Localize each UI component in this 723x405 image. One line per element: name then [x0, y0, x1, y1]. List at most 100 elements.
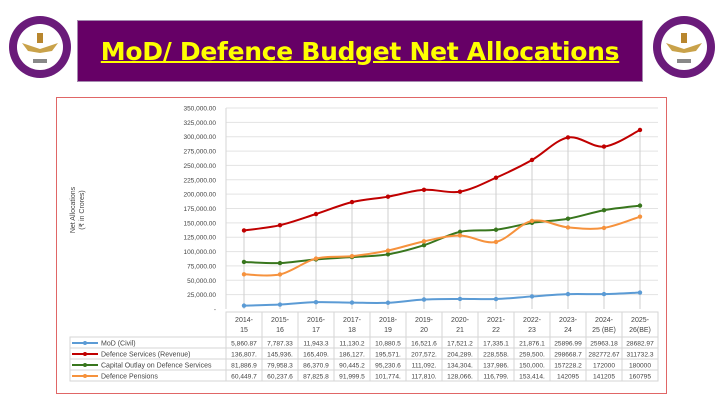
series-line-0	[243, 291, 641, 307]
table-cell: 282772.67	[588, 352, 620, 359]
data-point	[421, 297, 427, 302]
table-cell: 298668.7	[554, 352, 582, 359]
table-cell: 17,335.1	[483, 341, 509, 348]
table-cell: 311732.3	[626, 352, 653, 359]
data-point	[601, 225, 607, 231]
table-cell: 157228.2	[554, 363, 582, 370]
x-tick-label: 2014-	[235, 317, 254, 324]
data-point	[277, 272, 283, 277]
table-cell: 207,572.	[411, 352, 437, 359]
x-tick-label: 21	[456, 327, 464, 334]
data-point	[385, 248, 391, 253]
data-point	[349, 300, 355, 305]
legend-label: Defence Pensions	[101, 374, 158, 381]
x-tick-label: 2017-	[343, 317, 362, 324]
table-cell: 136,807.	[231, 352, 257, 359]
series-line-3	[243, 215, 641, 277]
x-tick-label: 20	[420, 327, 428, 334]
y-tick-label: 350,000.00	[183, 106, 216, 113]
table-cell: 87,825.8	[303, 374, 329, 381]
x-tick-label: 2021-	[487, 317, 506, 324]
table-cell: 165,409.	[303, 352, 329, 359]
data-point	[565, 216, 571, 221]
data-point	[313, 299, 319, 305]
y-tick-label: 25,000.00	[187, 292, 216, 299]
table-cell: 5,860.87	[231, 341, 257, 348]
data-point	[493, 175, 499, 180]
table-cell: 91,999.5	[339, 374, 365, 381]
table-cell: 259,500.	[519, 352, 545, 359]
y-tick-label: 175,000.00	[183, 206, 216, 213]
series-line-2	[243, 204, 641, 265]
table-cell: 228,558.	[483, 352, 509, 359]
y-tick-label: 75,000.00	[187, 263, 216, 270]
data-point	[457, 229, 463, 235]
data-point	[637, 290, 643, 295]
y-tick-label: -	[214, 307, 216, 314]
y-axis-label: Net Allocations	[70, 186, 77, 233]
x-tick-label: 18	[348, 327, 356, 334]
table-cell: 10,880.5	[375, 341, 401, 348]
data-point	[529, 294, 535, 299]
data-point	[241, 303, 247, 308]
table-cell: 86,370.9	[303, 363, 329, 370]
table-cell: 25963.18	[590, 341, 618, 348]
table-cell: 145,936.	[267, 352, 293, 359]
table-cell: 137,986.	[483, 363, 509, 370]
x-tick-label: 24	[564, 327, 572, 334]
x-tick-label: 16	[276, 327, 284, 334]
emblem-icon	[9, 16, 71, 78]
table-cell: 101,774.	[375, 374, 401, 381]
x-tick-label: 2019-	[415, 317, 434, 324]
table-cell: 11,943.3	[303, 341, 329, 348]
table-cell: 142095	[557, 374, 579, 381]
table-cell: 25896.99	[554, 341, 582, 348]
data-point	[349, 253, 355, 259]
x-tick-label: 23	[528, 327, 536, 334]
data-point	[493, 227, 499, 232]
data-point	[421, 239, 427, 244]
legend-label: Defence Services (Revenue)	[101, 352, 191, 359]
table-cell: 79,958.3	[267, 363, 293, 370]
table-cell: 17,521.2	[447, 341, 473, 348]
table-cell: 117,810.	[411, 374, 436, 381]
data-point	[529, 218, 535, 224]
table-cell: 186,127.	[339, 352, 365, 359]
table-cell: 180000	[629, 363, 651, 370]
table-cell: 204,289.	[447, 352, 473, 359]
x-tick-label: 2020-	[451, 317, 470, 324]
x-tick-label: 2022-	[523, 317, 542, 324]
table-cell: 60,449.7	[231, 374, 257, 381]
chart-frame	[56, 97, 667, 394]
table-cell: 81,886.9	[231, 363, 257, 370]
title-banner: MoD/ Defence Budget Net Allocations	[77, 20, 643, 82]
y-tick-label: 325,000.00	[183, 120, 216, 127]
y-tick-label: 225,000.00	[183, 177, 216, 184]
legend-label: MoD (Civil)	[101, 341, 136, 348]
data-point	[313, 256, 319, 261]
x-tick-label: 22	[492, 327, 500, 334]
data-point	[421, 243, 427, 248]
table-cell: 150,000.	[519, 363, 545, 370]
y-tick-label: 275,000.00	[183, 149, 216, 156]
data-point	[385, 300, 391, 305]
data-point	[457, 233, 463, 238]
data-point	[601, 144, 607, 149]
table-cell: 90,445.2	[339, 363, 365, 370]
x-tick-label: 2023-	[559, 317, 578, 324]
x-tick-label: 15	[240, 327, 248, 334]
table-cell: 160795	[629, 374, 651, 381]
x-tick-label: 2016-	[307, 317, 326, 324]
y-tick-label: 100,000.00	[183, 249, 216, 256]
data-point	[601, 208, 607, 213]
y-axis-unit: (₹ in Crores)	[78, 190, 86, 229]
x-tick-label: 19	[384, 327, 392, 334]
data-point	[349, 199, 355, 205]
y-tick-label: 125,000.00	[183, 235, 216, 242]
table-cell: 134,304.	[447, 363, 473, 370]
x-tick-label: 2025-	[631, 317, 650, 324]
table-cell: 16,521.6	[411, 341, 437, 348]
table-cell: 128,066.	[447, 374, 473, 381]
